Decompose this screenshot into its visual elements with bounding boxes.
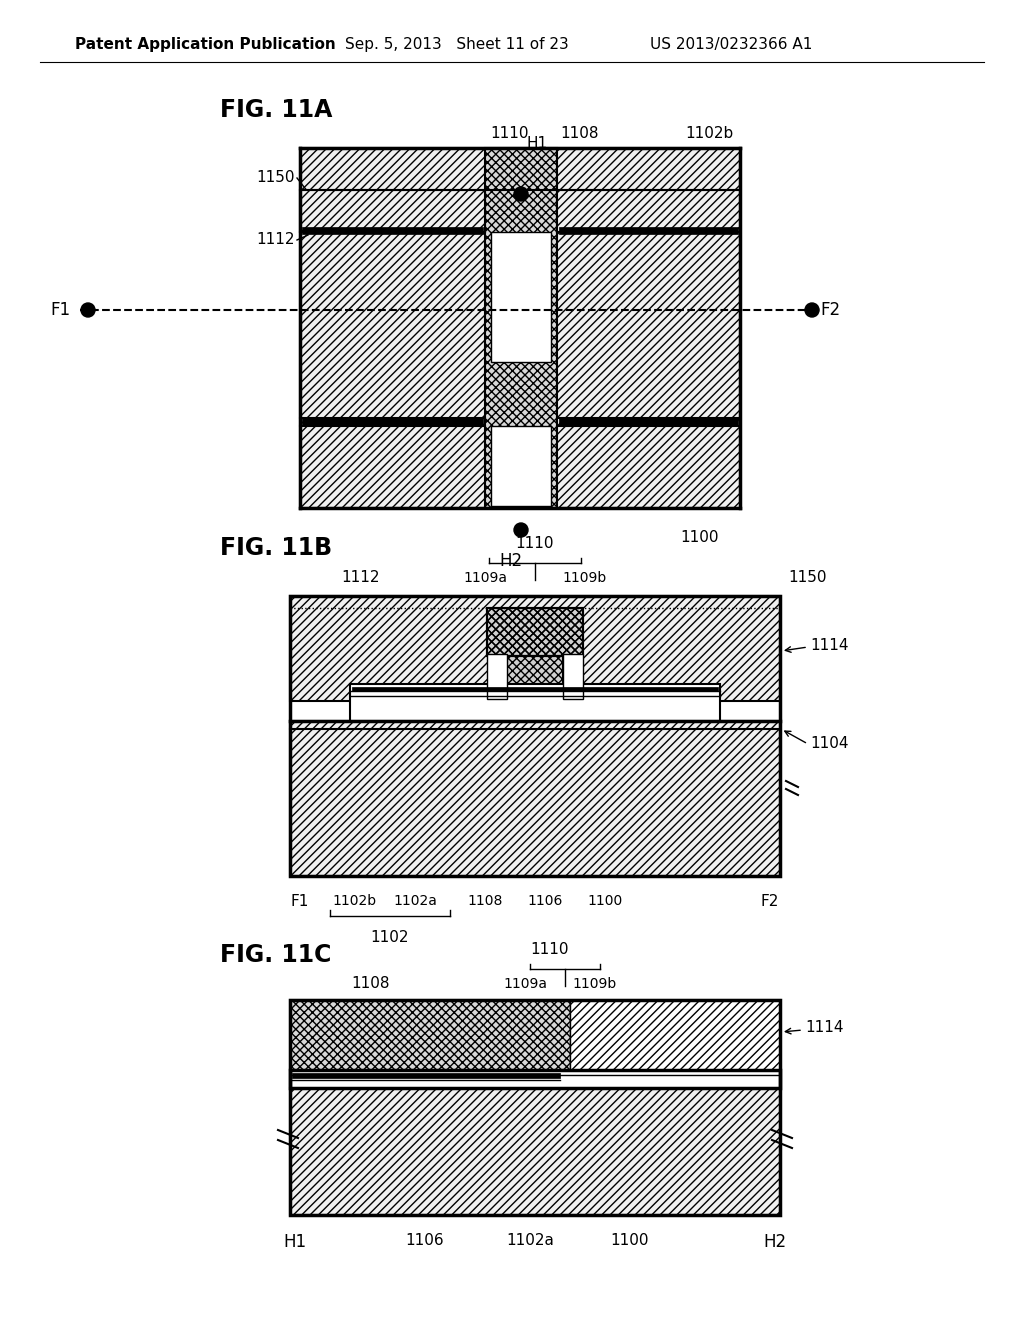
- Text: 1109a: 1109a: [463, 572, 507, 585]
- Text: 1108: 1108: [560, 125, 598, 140]
- Text: 1100: 1100: [610, 1233, 649, 1247]
- Text: 1109b: 1109b: [572, 977, 617, 991]
- Bar: [559, 418, 738, 426]
- Text: FIG. 11A: FIG. 11A: [220, 98, 333, 121]
- Text: 1114: 1114: [805, 1020, 844, 1035]
- Bar: [352, 686, 718, 690]
- Bar: [507, 656, 563, 694]
- Text: 1102b: 1102b: [685, 125, 733, 140]
- Text: FIG. 11C: FIG. 11C: [220, 942, 332, 968]
- Bar: [570, 1001, 780, 1071]
- Bar: [570, 1001, 780, 1071]
- Text: F2: F2: [761, 894, 779, 909]
- Text: 1102a: 1102a: [506, 1233, 554, 1247]
- Text: 1100: 1100: [680, 531, 719, 545]
- Text: 1114: 1114: [810, 639, 849, 653]
- Text: 1110: 1110: [490, 125, 528, 140]
- Text: H1: H1: [284, 1233, 306, 1251]
- Text: 1110: 1110: [530, 942, 569, 957]
- Bar: [290, 1071, 780, 1088]
- Text: 1112: 1112: [256, 232, 295, 248]
- Bar: [302, 418, 483, 426]
- Bar: [487, 609, 583, 656]
- Text: H2: H2: [500, 552, 522, 570]
- Bar: [290, 721, 780, 876]
- Text: 1106: 1106: [527, 894, 562, 908]
- Text: FIG. 11B: FIG. 11B: [220, 536, 332, 560]
- Text: 1150: 1150: [788, 570, 826, 586]
- Bar: [557, 190, 740, 232]
- Text: 1112: 1112: [341, 570, 380, 586]
- Bar: [290, 1001, 780, 1214]
- Text: 1104: 1104: [810, 737, 849, 751]
- Text: 1109b: 1109b: [563, 572, 607, 585]
- Text: US 2013/0232366 A1: US 2013/0232366 A1: [650, 37, 812, 53]
- Text: 1109a: 1109a: [503, 977, 547, 991]
- Circle shape: [514, 523, 528, 537]
- Bar: [290, 597, 780, 876]
- Bar: [489, 610, 581, 653]
- Text: 1110: 1110: [516, 536, 554, 552]
- Text: F1: F1: [291, 894, 309, 909]
- Bar: [292, 1073, 560, 1078]
- Bar: [290, 1001, 780, 1071]
- Circle shape: [514, 187, 528, 201]
- Bar: [350, 684, 720, 721]
- Bar: [559, 227, 738, 234]
- Bar: [485, 148, 557, 508]
- Text: 1102: 1102: [371, 931, 410, 945]
- Circle shape: [81, 304, 95, 317]
- Bar: [563, 653, 583, 700]
- Circle shape: [805, 304, 819, 317]
- Text: 1102a: 1102a: [393, 894, 437, 908]
- Bar: [290, 597, 780, 701]
- Text: F1: F1: [50, 301, 70, 319]
- Text: H1: H1: [526, 136, 547, 150]
- Bar: [490, 232, 551, 362]
- Text: 1102b: 1102b: [333, 894, 377, 908]
- Text: 1108: 1108: [351, 977, 390, 991]
- Text: Sep. 5, 2013   Sheet 11 of 23: Sep. 5, 2013 Sheet 11 of 23: [345, 37, 568, 53]
- Text: H2: H2: [764, 1233, 786, 1251]
- Text: Patent Application Publication: Patent Application Publication: [75, 37, 336, 53]
- Text: 1106: 1106: [406, 1233, 444, 1247]
- Text: 1108: 1108: [467, 894, 503, 908]
- Text: 1150: 1150: [256, 170, 295, 186]
- Bar: [290, 1088, 780, 1214]
- Text: 1100: 1100: [588, 894, 623, 908]
- Bar: [487, 653, 507, 700]
- Text: F2: F2: [820, 301, 840, 319]
- Bar: [490, 426, 551, 506]
- Bar: [302, 227, 483, 234]
- Bar: [487, 609, 583, 656]
- Bar: [300, 190, 485, 232]
- Bar: [300, 148, 740, 508]
